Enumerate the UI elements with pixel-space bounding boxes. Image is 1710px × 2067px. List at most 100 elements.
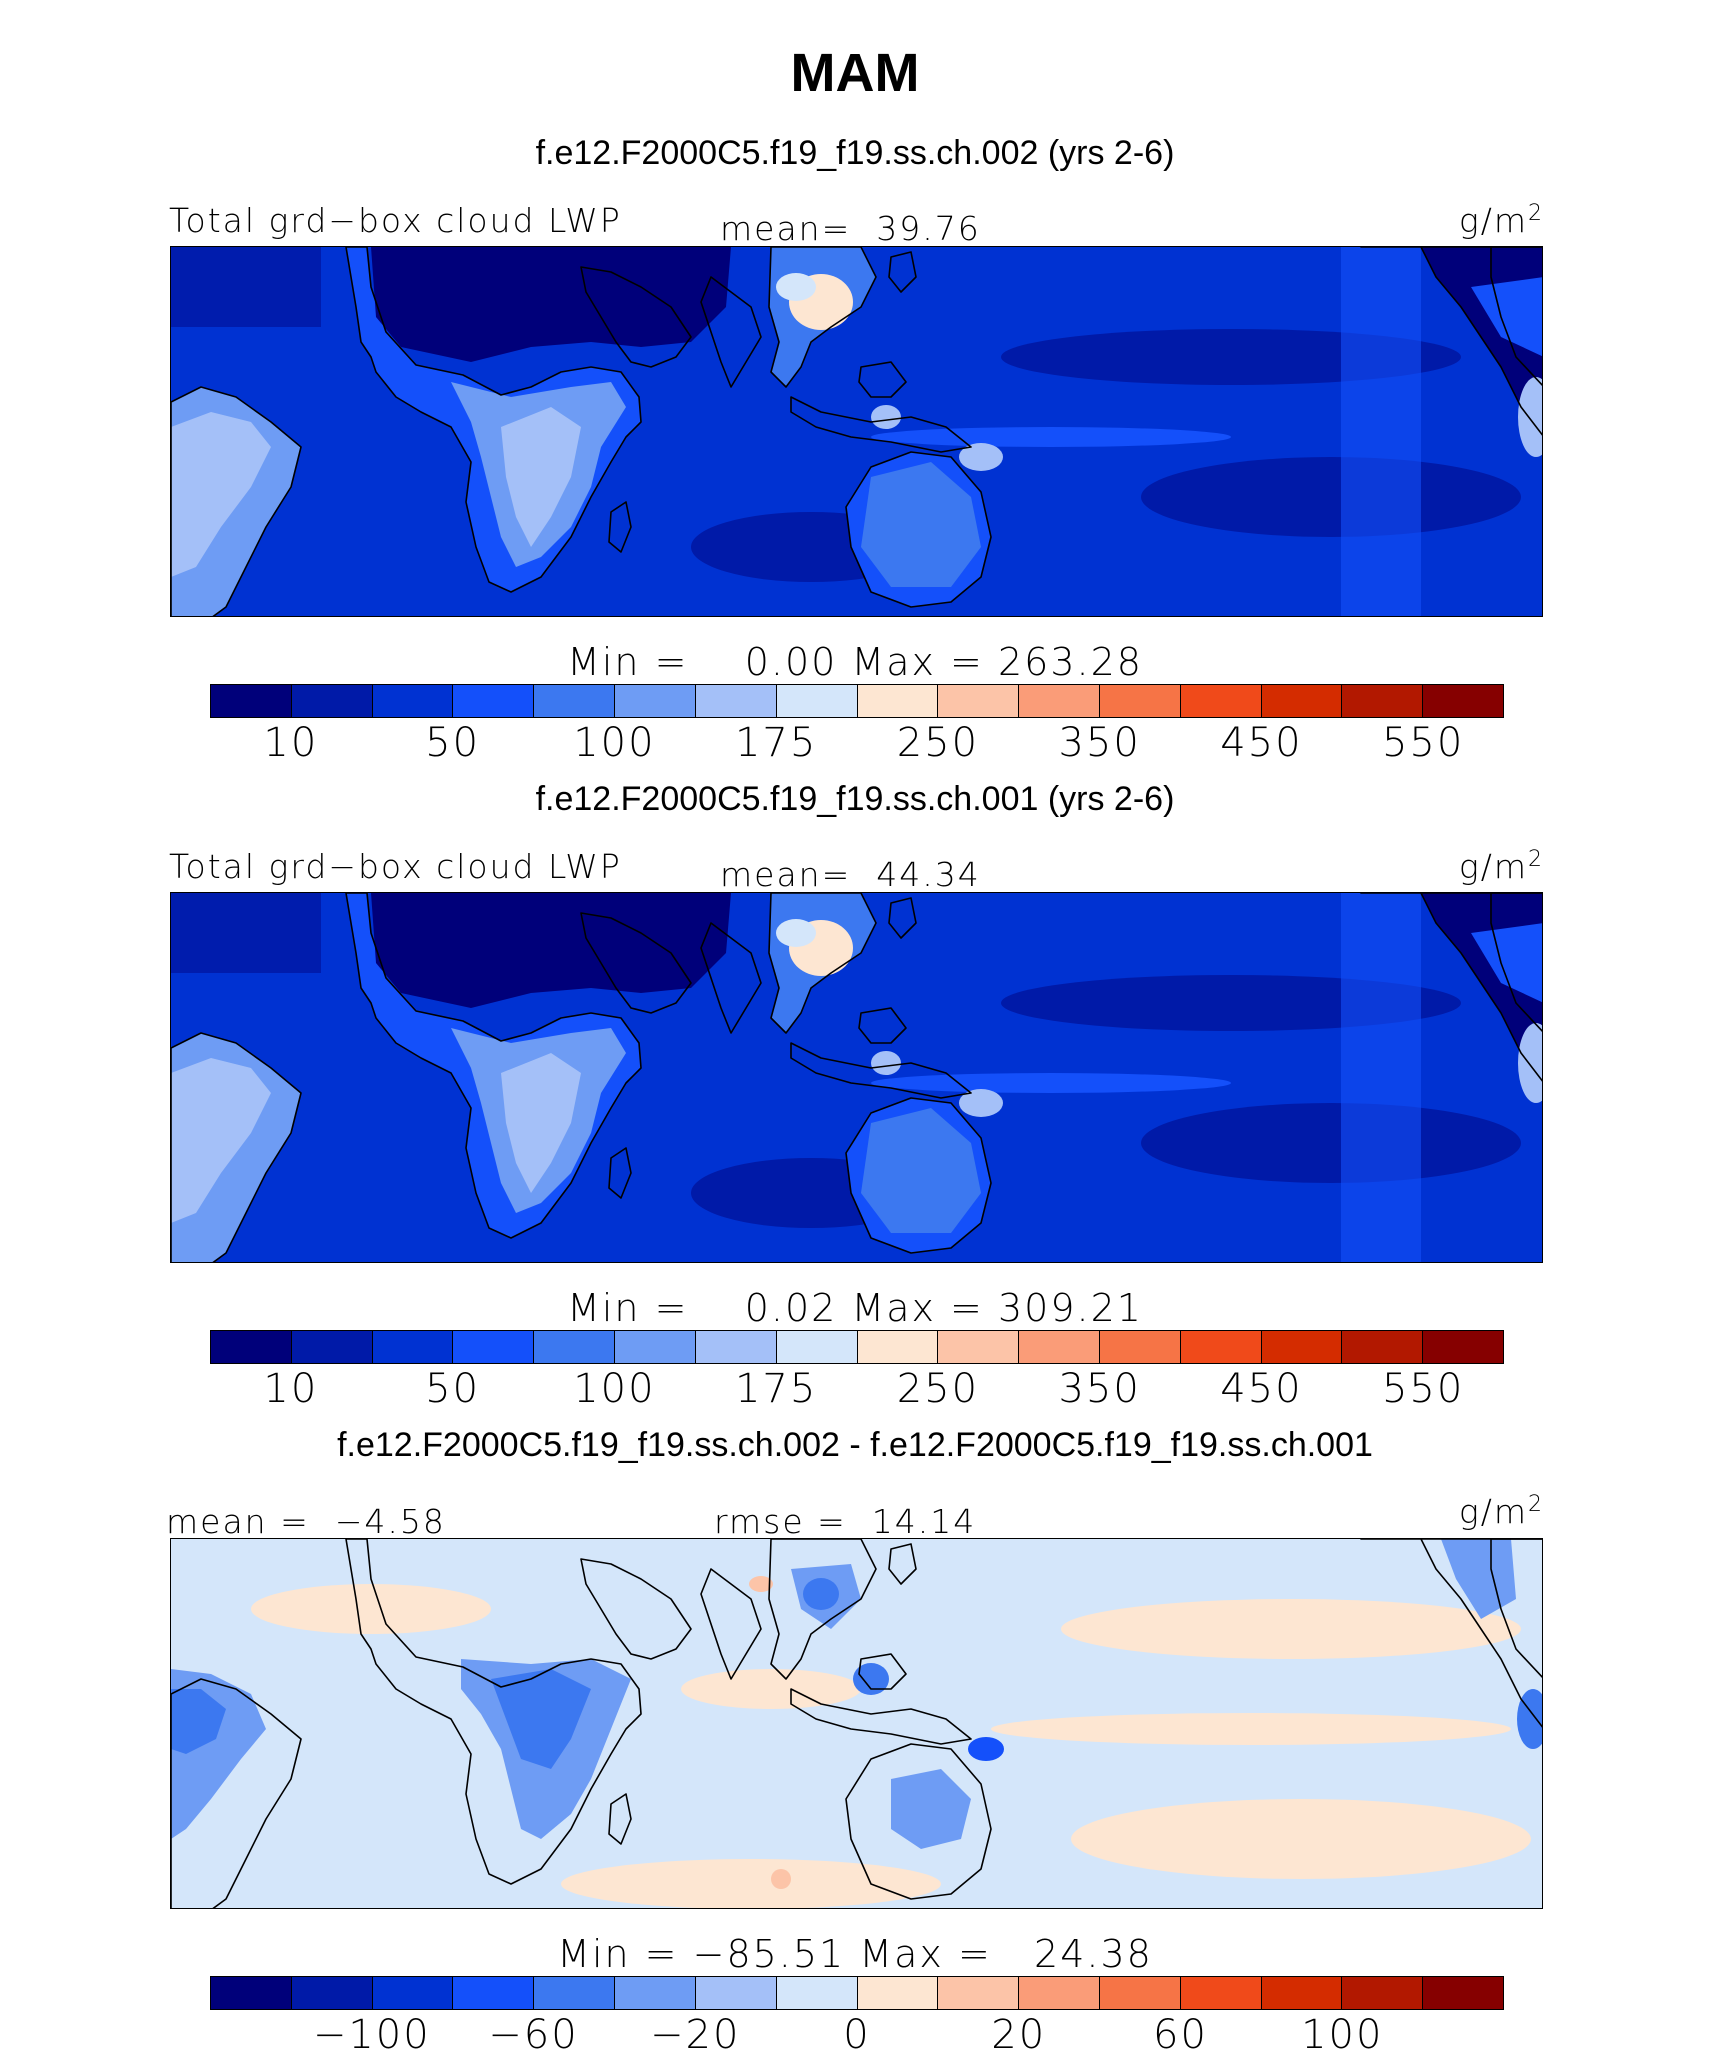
panel-1-title: f.e12.F2000C5.f19_f19.ss.ch.002 (yrs 2-6… — [535, 134, 1175, 172]
colorbar-box — [372, 1331, 454, 1363]
contour-region — [853, 1663, 889, 1695]
contour-region — [871, 405, 901, 429]
colorbar-tick-label: −100 — [312, 2012, 431, 2058]
colorbar-box — [1019, 685, 1100, 717]
coastline-samerica — [171, 1678, 302, 1908]
contour-region — [861, 462, 981, 587]
contour-region — [171, 412, 271, 577]
panel-1-map — [170, 246, 1543, 617]
panel-2-mean-label: mean= 44.34 — [720, 855, 981, 894]
colorbar-tick-label: 10 — [263, 1366, 319, 1412]
colorbar-box — [1423, 1331, 1503, 1363]
colorbar-box — [1099, 685, 1181, 717]
colorbar-box — [776, 1977, 858, 2009]
colorbar-tick-label: 10 — [263, 720, 319, 766]
panel-3-map-svg — [171, 1539, 1542, 1908]
colorbar-tick-label: 250 — [896, 720, 980, 766]
colorbar-box — [695, 1977, 777, 2009]
coastline-indonesia — [790, 1688, 972, 1745]
contour-region — [871, 427, 1231, 447]
colorbar-box — [372, 685, 454, 717]
colorbar-box — [211, 1331, 292, 1363]
coastline-australia — [845, 1097, 992, 1254]
coastline-namerica — [1360, 893, 1542, 1082]
coastline-madagascar — [608, 1793, 632, 1845]
colorbar-box — [291, 1977, 373, 2009]
colorbar-box — [1261, 1331, 1343, 1363]
coastline-samerica — [171, 386, 302, 616]
coastline-india — [700, 276, 762, 388]
colorbar-tick-label: 100 — [573, 1366, 656, 1412]
contour-region — [991, 1713, 1511, 1745]
coastline-africa — [345, 1539, 642, 1885]
panel-1-min-max: Min = 0.00 Max = 263.28 — [567, 640, 1143, 684]
contour-region — [968, 1737, 1004, 1761]
contour-region — [501, 1053, 581, 1193]
colorbar-tick-label: 100 — [1301, 2012, 1384, 2058]
colorbar-box — [453, 1331, 535, 1363]
coastline-namerica — [1360, 1539, 1542, 1728]
colorbar-box — [291, 685, 373, 717]
coastline-camerica — [1490, 1539, 1542, 1679]
coastline-borneo — [858, 1007, 907, 1044]
colorbar-box — [453, 685, 535, 717]
panel-2-units: g/m2 — [1458, 847, 1544, 886]
contour-region — [871, 1051, 901, 1075]
coastline-africa — [345, 247, 642, 593]
coastline-madagascar — [608, 501, 632, 553]
colorbar-box — [372, 1977, 454, 2009]
panel-1-units: g/m2 — [1458, 201, 1544, 240]
colorbar-box — [1423, 1977, 1503, 2009]
colorbar-tick-label: 550 — [1381, 1366, 1465, 1412]
colorbar-box — [534, 1331, 616, 1363]
panel-1-map-svg — [171, 247, 1542, 616]
contour-region — [861, 1108, 981, 1233]
coastline-japan — [888, 897, 917, 939]
coastline-seasia — [768, 1539, 877, 1680]
colorbar-box — [291, 1331, 373, 1363]
colorbar-box — [695, 1331, 777, 1363]
contour-region — [1517, 1689, 1542, 1749]
colorbar-box — [534, 1977, 616, 2009]
colorbar-box — [1180, 1331, 1262, 1363]
coastline-japan — [888, 1543, 917, 1585]
colorbar-box — [1019, 1331, 1100, 1363]
coastline-samerica — [171, 1032, 302, 1262]
coastline-camerica — [1490, 247, 1542, 387]
contour-region — [959, 1089, 1003, 1117]
colorbar-tick-label: 350 — [1058, 1366, 1141, 1412]
contour-region — [959, 443, 1003, 471]
contour-region — [1471, 277, 1542, 357]
contour-region — [371, 893, 731, 1008]
contour-region — [491, 1669, 591, 1769]
colorbar-box — [1342, 685, 1424, 717]
coastline-india — [700, 1568, 762, 1680]
contour-region — [1441, 1539, 1516, 1619]
colorbar-tick-label: 20 — [991, 2012, 1047, 2058]
contour-region — [1061, 1599, 1521, 1659]
colorbar-box — [695, 685, 777, 717]
colorbar-box — [1180, 1977, 1262, 2009]
contour-region — [251, 1584, 491, 1634]
panel-3-mean-label: mean = −4.58 — [166, 1502, 446, 1541]
contour-region — [561, 1859, 941, 1908]
colorbar-box — [1342, 1331, 1424, 1363]
colorbar-box — [1019, 1977, 1100, 2009]
panel-2-map-svg — [171, 893, 1542, 1262]
coastline-japan — [888, 251, 917, 293]
colorbar-box — [776, 1331, 858, 1363]
panel-2-colorbar — [210, 1330, 1504, 1364]
panel-2-map — [170, 892, 1543, 1263]
colorbar-box — [1261, 1977, 1343, 2009]
colorbar-box — [1099, 1977, 1181, 2009]
contour-region — [776, 919, 816, 947]
colorbar-box — [615, 685, 696, 717]
colorbar-box — [857, 685, 939, 717]
coastline-australia — [845, 1743, 992, 1900]
coastline-madagascar — [608, 1147, 632, 1199]
contour-region — [891, 1769, 971, 1849]
coastline-arabia — [580, 266, 692, 368]
figure-title: MAM — [790, 43, 920, 103]
colorbar-tick-label: 450 — [1220, 720, 1303, 766]
contour-region — [1341, 247, 1421, 616]
